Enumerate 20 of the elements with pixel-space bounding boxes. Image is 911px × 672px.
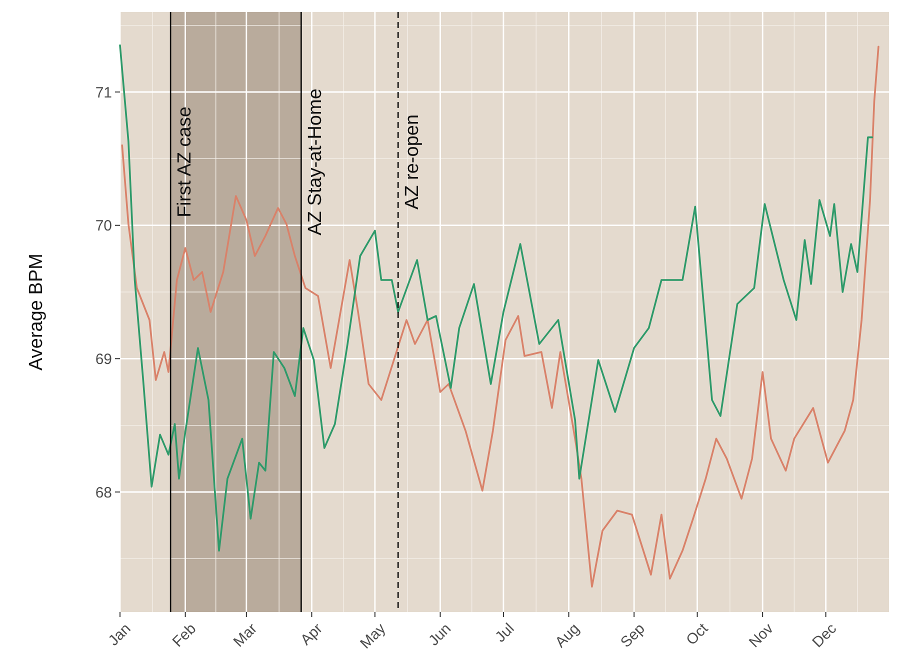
y-tick-label: 71 [95,84,112,102]
x-tick-label: Jan [105,620,134,650]
x-tick-label: Oct [683,620,712,649]
y-axis-title: Average BPM [26,254,47,370]
x-tick-label: Dec [809,620,840,652]
x-tick-label: Apr [297,620,326,649]
ref-line-label: AZ Stay-at-Home [305,88,326,236]
x-tick-label: Nov [746,620,778,652]
y-tick-label: 69 [95,350,112,368]
x-tick-label: Sep [617,620,648,652]
y-tick-label: 68 [95,484,112,502]
x-tick-label: Mar [230,620,261,651]
y-tick-label: 70 [95,218,112,235]
x-tick-label: Jun [425,620,454,650]
x-tick-label: May [357,620,390,652]
ref-line-label: First AZ case [174,106,196,218]
x-tick-label: Jul [492,620,518,646]
x-tick-label: Aug [552,620,584,652]
ref-line-label: AZ re-open [402,114,424,210]
x-tick-label: Feb [169,620,200,651]
